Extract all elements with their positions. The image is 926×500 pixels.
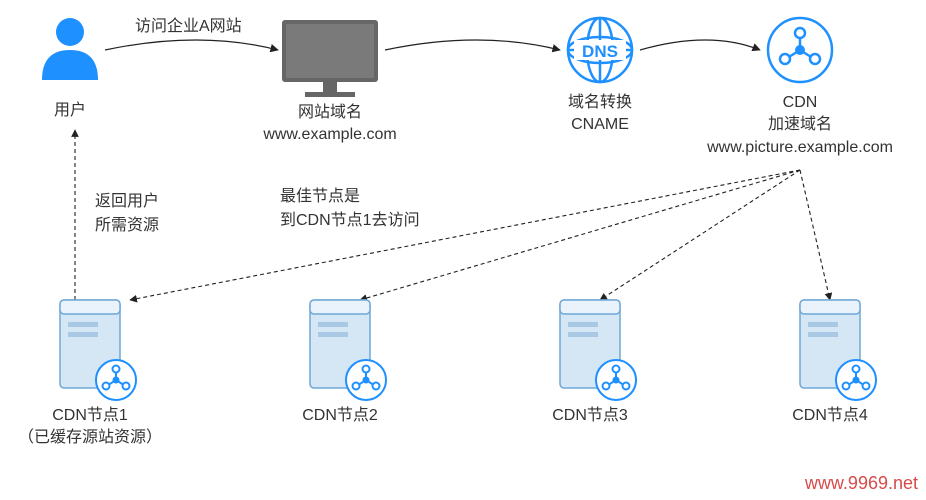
server-icon-4 (800, 300, 876, 400)
svg-text:DNS: DNS (582, 42, 618, 61)
monitor-label: 网站域名 www.example.com (255, 102, 405, 147)
dns-line2: CNAME (571, 116, 629, 133)
dns-icon: DNS (568, 18, 632, 82)
user-icon (42, 18, 98, 80)
watermark-text: www.9969.net (805, 473, 918, 494)
return-annotation: 返回用户 所需资源 (95, 190, 159, 238)
cdn-icon (768, 18, 832, 82)
monitor-line2: www.example.com (263, 126, 396, 143)
top-arrow-annotation: 访问企业A网站 (135, 15, 242, 39)
best-node-annotation: 最佳节点是 到CDN节点1去访问 (280, 185, 420, 233)
server-icon-3 (560, 300, 636, 400)
best-node-line2: 到CDN节点1去访问 (280, 212, 420, 229)
server1-line2: （已缓存源站资源） (18, 429, 162, 446)
monitor-icon (282, 20, 378, 97)
server1-label: CDN节点1 （已缓存源站资源） (0, 405, 180, 450)
server3-label: CDN节点3 (530, 405, 650, 427)
server-icon-2 (310, 300, 386, 400)
server1-line1: CDN节点1 (52, 407, 128, 424)
return-line1: 返回用户 (95, 193, 159, 210)
cdn-line3: www.picture.example.com (707, 139, 893, 156)
monitor-line1: 网站域名 (298, 104, 362, 121)
best-node-line1: 最佳节点是 (280, 188, 360, 205)
cdn-line2: 加速域名 (768, 116, 832, 133)
dns-line1: 域名转换 (568, 94, 632, 111)
cdn-label: CDN 加速域名 www.picture.example.com (700, 92, 900, 159)
cdn-dispatch-arrows (130, 170, 830, 300)
user-label: 用户 (40, 100, 100, 122)
server2-label: CDN节点2 (280, 405, 400, 427)
flow-arrows (105, 40, 760, 50)
return-line2: 所需资源 (95, 217, 159, 234)
server4-label: CDN节点4 (770, 405, 890, 427)
server-icon-1 (60, 300, 136, 400)
cdn-line1: CDN (783, 94, 818, 111)
dns-label: 域名转换 CNAME (550, 92, 650, 137)
